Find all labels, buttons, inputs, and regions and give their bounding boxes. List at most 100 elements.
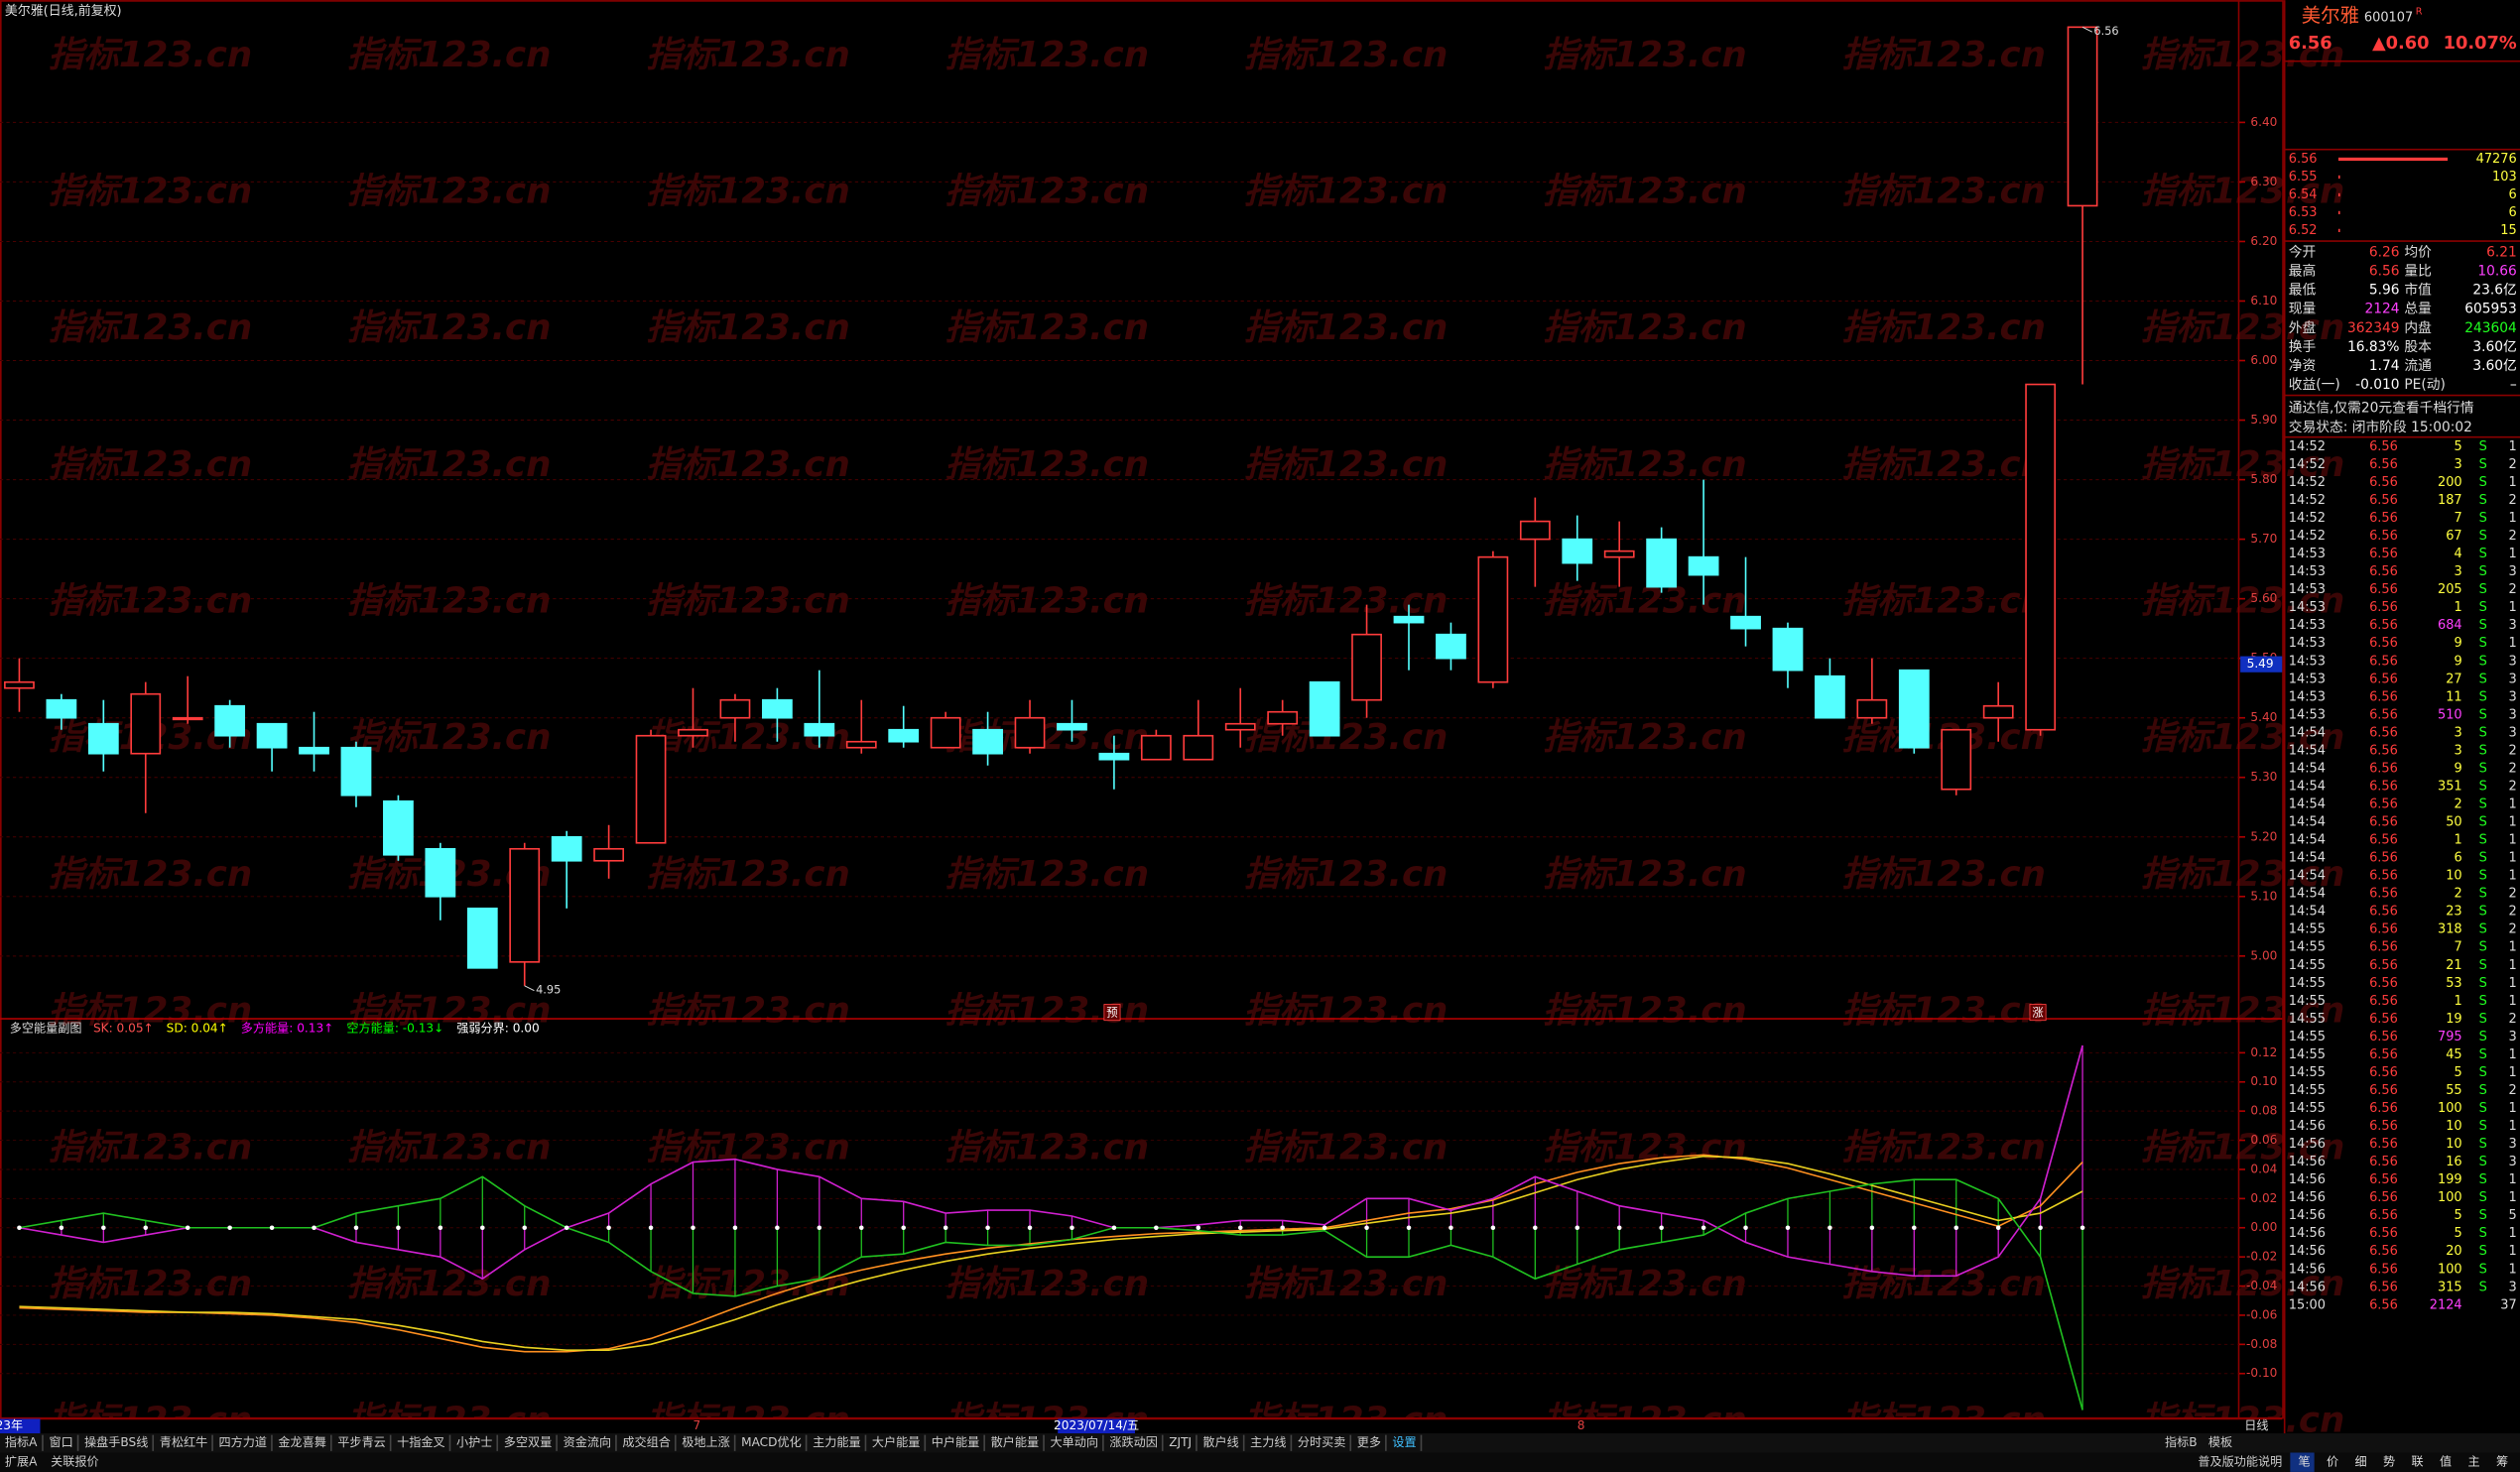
footer-button[interactable]: 值 (2440, 1454, 2452, 1469)
watermark: 指标123.cn (945, 171, 1150, 211)
trade-volume: 3 (2454, 457, 2461, 472)
indicator-tab[interactable]: 资金流向 (564, 1434, 612, 1449)
indicator-tab[interactable]: 分时买卖 (1298, 1435, 1346, 1449)
trade-volume: 5 (2454, 439, 2461, 454)
zero-dot (185, 1225, 190, 1231)
indicator-tab[interactable]: 散户线 (1202, 1434, 1238, 1449)
footer-button[interactable]: 笔 (2298, 1454, 2310, 1469)
stat-value: 1.74 (2369, 358, 2400, 374)
watermark: 指标123.cn (49, 991, 253, 1032)
indicator-tab[interactable]: 窗口 (49, 1435, 72, 1449)
watermark: 指标123.cn (1543, 1127, 1747, 1167)
footer-button[interactable]: 细 (2354, 1455, 2366, 1469)
tab-bar (0, 1433, 2520, 1453)
trade-volume: 7 (2454, 511, 2461, 526)
bid-volume: 15 (2500, 223, 2516, 238)
indicator-tab[interactable]: 成交组合 (622, 1434, 671, 1449)
indicator-title[interactable]: 多空能量副图 (10, 1021, 82, 1035)
trade-volume: 10 (2446, 869, 2461, 884)
candle-body (972, 728, 1003, 755)
footer-tab[interactable]: 关联报价 (51, 1454, 99, 1469)
indicator-tab[interactable]: 十指金叉 (397, 1434, 445, 1449)
footer-help[interactable]: 普及版功能说明 (2198, 1454, 2282, 1469)
footer-button[interactable]: 筹 (2496, 1455, 2508, 1469)
event-icon[interactable] (1103, 1004, 1121, 1022)
footer-button[interactable]: 主 (2468, 1455, 2480, 1469)
candle-body (1477, 555, 1509, 683)
trade-count: 1 (2509, 833, 2517, 848)
x-tick-label[interactable]: 2023/07/14/五 (1054, 1418, 1139, 1432)
indicator-tab[interactable]: 操盘手BS线 (84, 1434, 148, 1449)
stat-label: 量比 (2404, 264, 2432, 280)
watermark: 指标123.cn (1244, 991, 1449, 1032)
trade-time: 14:55 (2289, 1030, 2326, 1044)
indicator-tab[interactable]: 四方力道 (219, 1434, 268, 1449)
x-tick-label[interactable]: 7 (693, 1418, 701, 1432)
candle-body (1057, 722, 1087, 731)
zero-dot (1154, 1225, 1159, 1231)
footer-button[interactable]: 价 (2327, 1455, 2338, 1469)
indicator-tab[interactable]: 平步青云 (337, 1435, 386, 1449)
trade-price: 6.56 (2369, 1155, 2398, 1169)
trade-side: S (2479, 1190, 2487, 1205)
event-marker[interactable]: 预 (1106, 1005, 1117, 1019)
indicator-tab[interactable]: MACD优化 (741, 1435, 802, 1449)
indicator-tab[interactable]: 多空双量 (504, 1435, 553, 1449)
indicator-tab[interactable]: 主力线 (1250, 1435, 1286, 1449)
cursor-price: 5.49 (2247, 657, 2274, 671)
trade-price: 6.56 (2369, 1208, 2398, 1223)
zero-dot (101, 1225, 106, 1231)
indicator-tab[interactable]: 散户能量 (991, 1434, 1040, 1449)
trade-count: 1 (2509, 1047, 2517, 1062)
trade-count: 3 (2509, 618, 2517, 633)
watermark: 指标123.cn (646, 581, 850, 622)
trade-time: 14:56 (2289, 1190, 2326, 1205)
indicator-tab[interactable]: 指标A (5, 1434, 38, 1449)
watermark: 指标123.cn (646, 1127, 850, 1167)
indicator-tab[interactable]: 大户能量 (872, 1434, 921, 1449)
trade-volume: 2 (2454, 797, 2461, 812)
zero-dot (1449, 1225, 1453, 1231)
trade-price: 6.56 (2369, 600, 2398, 615)
event-icon[interactable] (2029, 1004, 2047, 1022)
trade-count: 5 (2509, 1208, 2517, 1223)
x-tick-label[interactable]: 8 (1577, 1418, 1585, 1432)
trade-side: S (2479, 1119, 2487, 1134)
x-tick-label[interactable]: 2023年 (0, 1418, 23, 1432)
indicator-tab[interactable]: 指标B (2165, 1434, 2198, 1449)
notice[interactable]: 通达信,仅需20元查看千档行情 (2289, 401, 2474, 417)
indicator-tab[interactable]: 涨跌动因 (1109, 1434, 1158, 1449)
trade-time: 14:53 (2289, 564, 2326, 579)
indicator-tab[interactable]: 小护士 (456, 1435, 492, 1449)
trade-time: 14:56 (2289, 1280, 2326, 1294)
indicator-tab[interactable]: 主力能量 (813, 1435, 861, 1449)
indicator-tab[interactable]: 设置 (1392, 1435, 1416, 1449)
indicator-tab[interactable]: ZJTJ (1169, 1435, 1192, 1449)
footer-button[interactable]: 势 (2383, 1455, 2395, 1469)
trade-volume: 5 (2454, 1208, 2461, 1223)
trade-price: 6.56 (2369, 582, 2398, 597)
watermark: 指标123.cn (1543, 1264, 1747, 1304)
indicator-tab[interactable]: 金龙喜舞 (278, 1434, 326, 1449)
indicator-tab[interactable]: 大单动向 (1050, 1434, 1098, 1449)
zero-dot (1659, 1225, 1664, 1231)
footer-button[interactable]: 联 (2411, 1455, 2423, 1469)
indicator-tab[interactable]: 更多 (1357, 1435, 1381, 1449)
stat-value: 5.96 (2369, 283, 2400, 299)
trade-side: S (2479, 725, 2487, 740)
indicator-tab[interactable]: 极地上涨 (682, 1434, 730, 1449)
footer-tab[interactable]: 扩展A (5, 1455, 38, 1469)
indicator-tab[interactable]: 模板 (2208, 1435, 2232, 1449)
trade-side: S (2479, 689, 2487, 704)
indicator-tab[interactable]: 青松红牛 (160, 1434, 208, 1449)
indicator-tab[interactable]: 中户能量 (932, 1434, 980, 1449)
candle-body (1815, 675, 1845, 719)
watermark: 指标123.cn (1841, 854, 2046, 895)
candle-body (425, 847, 456, 898)
trade-price: 6.56 (2369, 976, 2398, 991)
period-label[interactable]: 日线 (2244, 1418, 2268, 1432)
trade-time: 14:55 (2289, 922, 2326, 937)
stat-value: 3.60亿 (2472, 358, 2516, 374)
event-marker[interactable]: 涨 (2032, 1005, 2043, 1019)
candle-body (299, 746, 329, 755)
